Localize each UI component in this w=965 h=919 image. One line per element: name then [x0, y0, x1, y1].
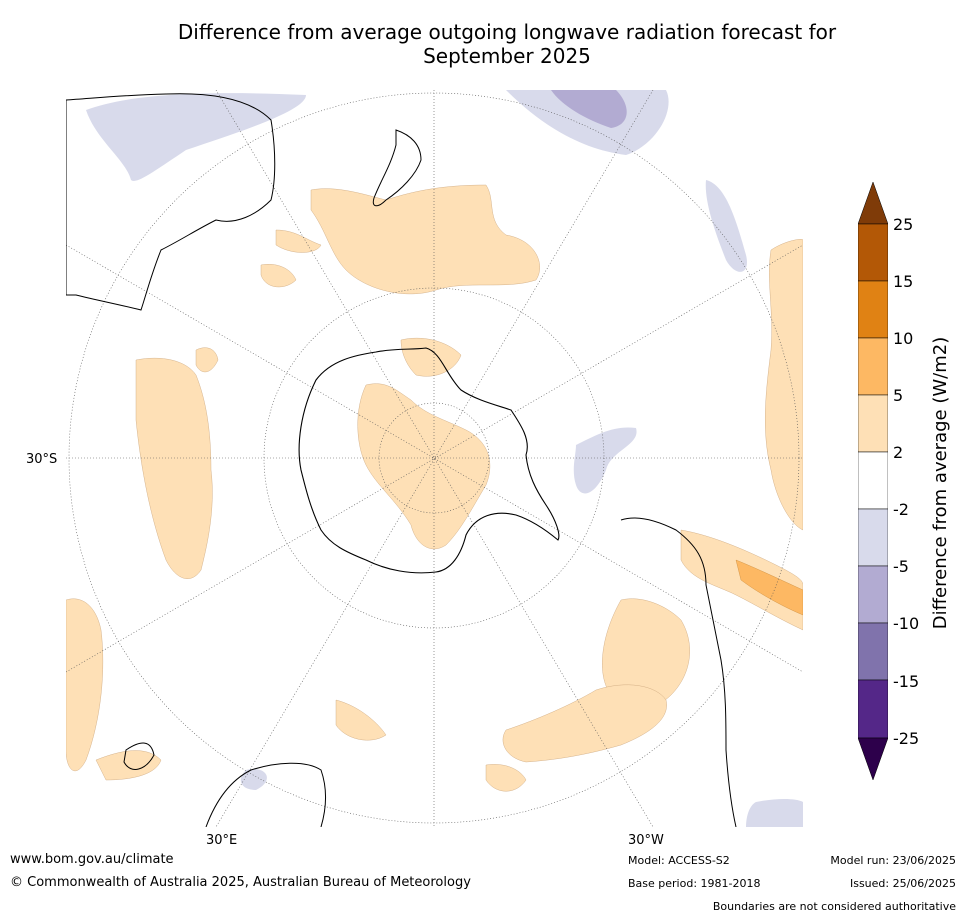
- colorbar-tick: -15: [893, 672, 920, 691]
- south-america-coastline: [620, 517, 737, 827]
- anomaly-region: [240, 769, 267, 790]
- anomaly-region: [746, 799, 803, 827]
- anomaly-region: [602, 598, 690, 709]
- australia-coastline: [66, 93, 276, 311]
- title-line-1: Difference from average outgoing longwav…: [177, 20, 837, 44]
- colorbar-segment: [858, 679, 888, 739]
- colorbar-segment: [858, 394, 888, 453]
- anomaly-region: [765, 239, 803, 531]
- colorbar: [858, 182, 888, 781]
- colorbar-segment: [858, 451, 888, 510]
- colorbar-tick: 10: [893, 329, 914, 348]
- anomaly-region: [573, 427, 637, 494]
- footer-base-period: Base period: 1981-2018: [628, 877, 761, 890]
- lon-label-30e: 30°E: [206, 833, 238, 848]
- colorbar-label: Difference from average (W/m2): [930, 336, 951, 630]
- polar-map: [66, 90, 803, 827]
- colorbar-tick: -25: [893, 729, 920, 748]
- lat-label-30s: 30°S: [26, 452, 58, 467]
- colorbar-tick: -5: [893, 557, 909, 576]
- footer-url[interactable]: www.bom.gov.au/climate: [10, 852, 174, 867]
- colorbar-tick: -2: [893, 500, 909, 519]
- africa-coastline: [205, 762, 326, 827]
- anomaly-region: [66, 598, 104, 772]
- colorbar-segment: [858, 223, 888, 282]
- colorbar-tick: 25: [893, 215, 914, 234]
- footer-disclaimer: Boundaries are not considered authoritat…: [712, 900, 956, 913]
- anomaly-region: [506, 90, 669, 155]
- anomaly-region: [502, 684, 667, 763]
- antarctica-coastline: [298, 347, 560, 574]
- colorbar-extend-top: [858, 182, 888, 225]
- anomaly-region: [135, 357, 213, 579]
- footer-model-run: Model run: 23/06/2025: [830, 854, 956, 867]
- chart-title: Difference from average outgoing longwav…: [0, 20, 965, 68]
- anomaly-region: [95, 750, 162, 781]
- new-zealand-coastline: [372, 129, 422, 207]
- anomaly-region: [735, 559, 803, 616]
- anomaly-region: [260, 264, 297, 288]
- footer-copyright: © Commonwealth of Australia 2025, Austra…: [10, 875, 471, 890]
- anomaly-region: [195, 347, 219, 373]
- colorbar-segment: [858, 508, 888, 567]
- anomaly-region: [275, 229, 322, 253]
- anomaly-region: [86, 93, 306, 181]
- colorbar-tick: -10: [893, 614, 920, 633]
- anomaly-region: [485, 764, 527, 792]
- colorbar-tick: 15: [893, 272, 914, 291]
- anomaly-region: [705, 180, 747, 272]
- anomaly-region: [551, 90, 627, 128]
- anomaly-region: [400, 337, 462, 377]
- colorbar-tick: 5: [893, 386, 904, 405]
- madagascar-coastline: [123, 742, 155, 770]
- colorbar-segment: [858, 565, 888, 624]
- colorbar-segment: [858, 622, 888, 681]
- colorbar-segment: [858, 337, 888, 396]
- title-line-2: September 2025: [423, 44, 591, 68]
- anomaly-region: [335, 699, 387, 741]
- lon-label-30w: 30°W: [628, 833, 664, 848]
- colorbar-tick: 2: [893, 443, 904, 462]
- graticule: [66, 90, 803, 827]
- footer-issued: Issued: 25/06/2025: [849, 877, 956, 890]
- colorbar-segment: [858, 280, 888, 339]
- anomaly-region: [357, 383, 491, 550]
- footer-model: Model: ACCESS-S2: [628, 854, 730, 867]
- map-svg: [66, 90, 803, 827]
- colorbar-extend-bottom: [858, 737, 888, 781]
- anomaly-region: [310, 184, 540, 295]
